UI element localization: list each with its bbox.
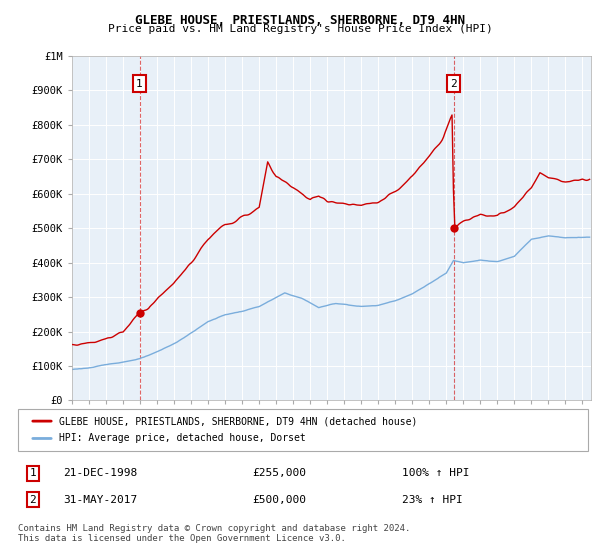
Text: GLEBE HOUSE, PRIESTLANDS, SHERBORNE, DT9 4HN (detached house): GLEBE HOUSE, PRIESTLANDS, SHERBORNE, DT9… <box>59 416 417 426</box>
Text: 1: 1 <box>136 78 143 88</box>
Text: £255,000: £255,000 <box>252 468 306 478</box>
Text: GLEBE HOUSE, PRIESTLANDS, SHERBORNE, DT9 4HN: GLEBE HOUSE, PRIESTLANDS, SHERBORNE, DT9… <box>135 14 465 27</box>
Text: 21-DEC-1998: 21-DEC-1998 <box>63 468 137 478</box>
Text: 31-MAY-2017: 31-MAY-2017 <box>63 494 137 505</box>
Text: 100% ↑ HPI: 100% ↑ HPI <box>402 468 470 478</box>
Text: 1: 1 <box>29 468 37 478</box>
Text: 23% ↑ HPI: 23% ↑ HPI <box>402 494 463 505</box>
Text: Price paid vs. HM Land Registry's House Price Index (HPI): Price paid vs. HM Land Registry's House … <box>107 24 493 34</box>
Text: HPI: Average price, detached house, Dorset: HPI: Average price, detached house, Dors… <box>59 433 305 444</box>
Text: Contains HM Land Registry data © Crown copyright and database right 2024.
This d: Contains HM Land Registry data © Crown c… <box>18 524 410 543</box>
Text: 2: 2 <box>29 494 37 505</box>
Text: 2: 2 <box>450 78 457 88</box>
Text: £500,000: £500,000 <box>252 494 306 505</box>
